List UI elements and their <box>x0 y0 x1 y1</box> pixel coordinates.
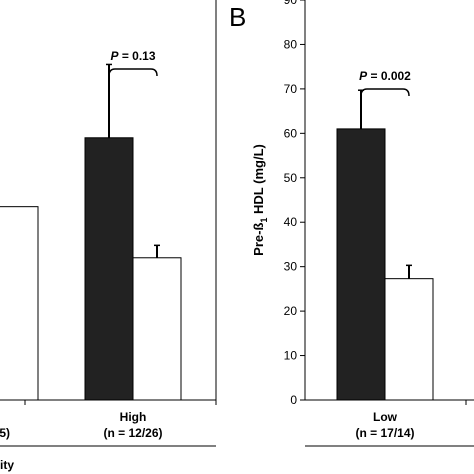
panel-a-bar <box>84 137 134 401</box>
panel-b: B Pre-ß1 HDL (mg/L) Low (n = 17/14) P = 0.… <box>229 0 474 447</box>
panel-b-bar <box>336 128 386 401</box>
panel-a-p-value: P = 0.13 <box>110 49 155 63</box>
panel-a-category-label: 5) <box>0 426 10 440</box>
panel-b-ylabel: Pre-ß1 HDL (mg/L) <box>251 144 269 256</box>
panel-b-category-label: (n = 17/14) <box>355 426 414 440</box>
panel-a-category-label: (n = 12/26) <box>103 426 162 440</box>
panel-a-bar <box>0 206 39 401</box>
panel-b-category-label: Low <box>373 410 398 424</box>
panel-b-y-tick-label: 90 <box>284 0 298 7</box>
panel-a-bar <box>132 257 182 401</box>
panel-b-significance-bracket <box>360 88 410 97</box>
panel-a: ity 5) High (n = 12/26) P = 0.13 <box>0 0 217 472</box>
panel-a-significance-bracket <box>108 68 158 77</box>
panel-b-y-tick-label: 30 <box>284 260 298 274</box>
panel-a-xlabel: ity <box>0 458 14 472</box>
panel-b-y-tick-label: 40 <box>284 215 298 229</box>
panel-b-letter: B <box>229 2 246 32</box>
panel-b-y-tick-label: 50 <box>284 171 298 185</box>
panel-b-y-tick-label: 70 <box>284 82 298 96</box>
panel-b-y-tick-label: 0 <box>290 393 297 407</box>
panel-b-y-tick-label: 80 <box>284 37 298 51</box>
panel-b-y-tick-label: 20 <box>284 304 298 318</box>
panel-a-category-label: High <box>120 410 147 424</box>
panel-b-y-tick-label: 60 <box>284 126 298 140</box>
panel-b-bar <box>384 278 434 401</box>
panel-b-p-value: P = 0.002 <box>359 69 411 83</box>
panel-b-y-tick-label: 10 <box>284 349 298 363</box>
